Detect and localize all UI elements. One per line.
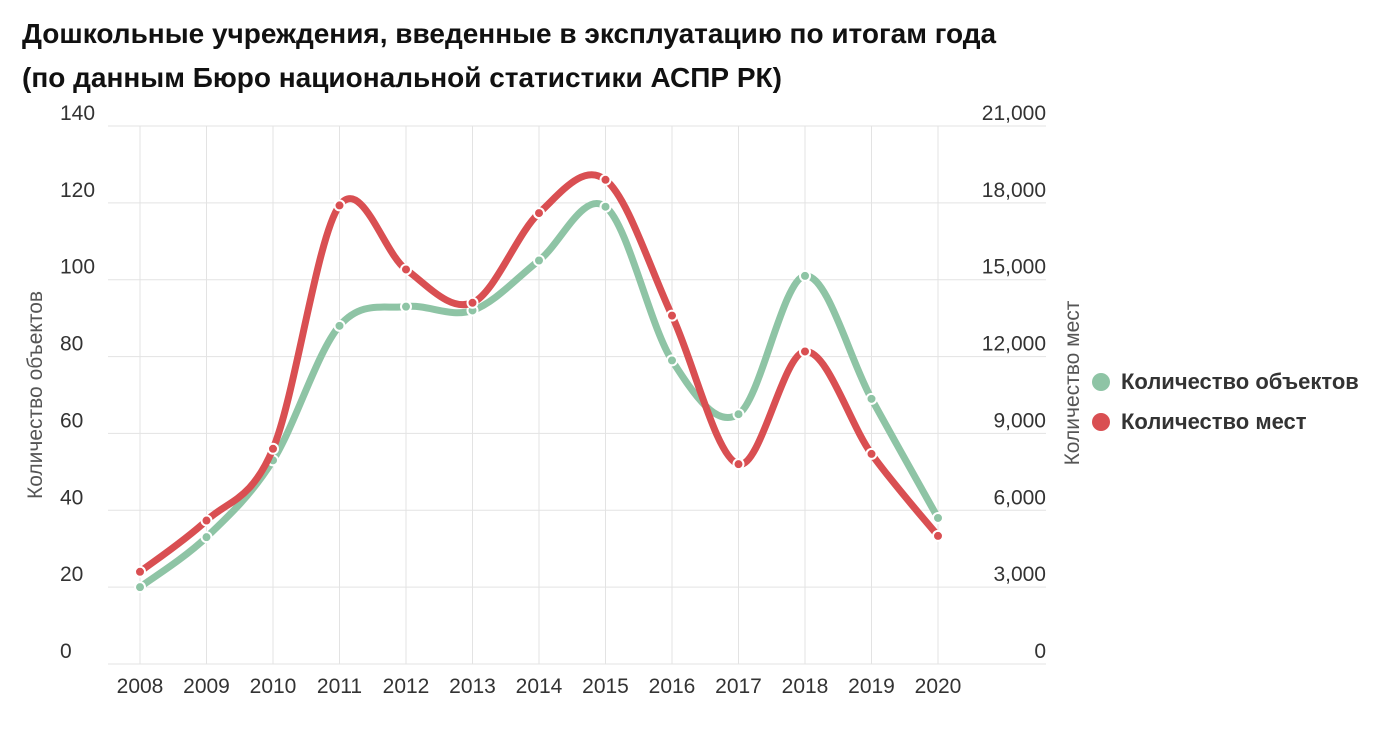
- y-right-tick-label: 3,000: [993, 563, 1046, 586]
- y-right-tick-label: 18,000: [982, 179, 1046, 202]
- legend-marker-objects: [1092, 373, 1110, 391]
- data-point-places: [200, 514, 213, 527]
- x-tick-label: 2015: [582, 675, 629, 698]
- data-point-places: [865, 447, 878, 460]
- x-tick-label: 2019: [848, 675, 895, 698]
- data-point-places: [267, 442, 279, 455]
- data-point-places: [799, 345, 811, 358]
- data-point-objects: [400, 300, 412, 313]
- y-left-tick-label: 140: [60, 102, 95, 125]
- y-left-tick-label: 20: [60, 563, 83, 586]
- data-point-places: [666, 309, 678, 322]
- data-point-places: [932, 529, 944, 542]
- x-tick-label: 2013: [449, 675, 496, 698]
- data-point-objects: [134, 581, 146, 594]
- y-right-tick-label: 15,000: [982, 256, 1046, 279]
- chart-title: Дошкольные учреждения, введенные в экспл…: [22, 12, 1122, 100]
- data-point-objects: [666, 354, 678, 367]
- legend-marker-places: [1092, 413, 1110, 431]
- y-right-tick-label: 12,000: [982, 333, 1046, 356]
- x-tick-label: 2011: [317, 675, 362, 698]
- data-point-objects: [533, 254, 545, 267]
- y-right-tick-label: 21,000: [982, 102, 1046, 125]
- x-tick-label: 2014: [516, 675, 563, 698]
- legend-label-places: Количество мест: [1121, 409, 1307, 434]
- data-point-places: [732, 458, 745, 471]
- x-tick-label: 2018: [782, 675, 829, 698]
- y-right-axis-title: Количество мест: [1061, 300, 1084, 465]
- y-left-tick-label: 40: [60, 486, 83, 509]
- data-point-objects: [732, 408, 745, 421]
- legend-label-objects: Количество объектов: [1121, 369, 1359, 394]
- x-tick-label: 2008: [117, 675, 164, 698]
- data-point-places: [134, 565, 146, 578]
- x-tick-label: 2020: [915, 675, 962, 698]
- x-tick-label: 2009: [183, 675, 230, 698]
- data-point-objects: [865, 392, 878, 405]
- x-tick-label: 2012: [383, 675, 430, 698]
- x-tick-label: 2017: [715, 675, 762, 698]
- data-point-places: [533, 207, 545, 220]
- y-left-tick-label: 120: [60, 179, 95, 202]
- y-right-tick-label: 9,000: [993, 409, 1046, 432]
- y-left-tick-label: 100: [60, 256, 95, 279]
- y-left-tick-label: 60: [60, 409, 83, 432]
- x-tick-label: 2016: [649, 675, 696, 698]
- data-point-objects: [932, 511, 944, 524]
- y-left-tick-label: 80: [60, 333, 83, 356]
- data-point-objects: [200, 531, 213, 544]
- x-tick-label: 2010: [250, 675, 297, 698]
- y-left-tick-label: 0: [60, 640, 72, 663]
- chart-title-line-1: Дошкольные учреждения, введенные в экспл…: [22, 18, 997, 49]
- data-point-objects: [333, 319, 346, 332]
- data-point-objects: [799, 269, 811, 282]
- data-point-places: [333, 199, 346, 212]
- data-point-places: [599, 173, 612, 186]
- data-point-places: [466, 296, 479, 309]
- y-left-axis-title: Количество объектов: [24, 291, 47, 499]
- y-right-tick-label: 6,000: [993, 486, 1046, 509]
- data-point-places: [400, 263, 412, 276]
- legend-item-objects[interactable]: Количество объектов: [1092, 362, 1359, 402]
- data-point-objects: [599, 200, 612, 213]
- legend-item-places[interactable]: Количество мест: [1092, 402, 1359, 442]
- y-right-tick-label: 0: [1034, 640, 1046, 663]
- chart-title-line-2: (по данным Бюро национальной статистики …: [22, 62, 782, 93]
- legend: Количество объектов Количество мест: [1092, 362, 1359, 442]
